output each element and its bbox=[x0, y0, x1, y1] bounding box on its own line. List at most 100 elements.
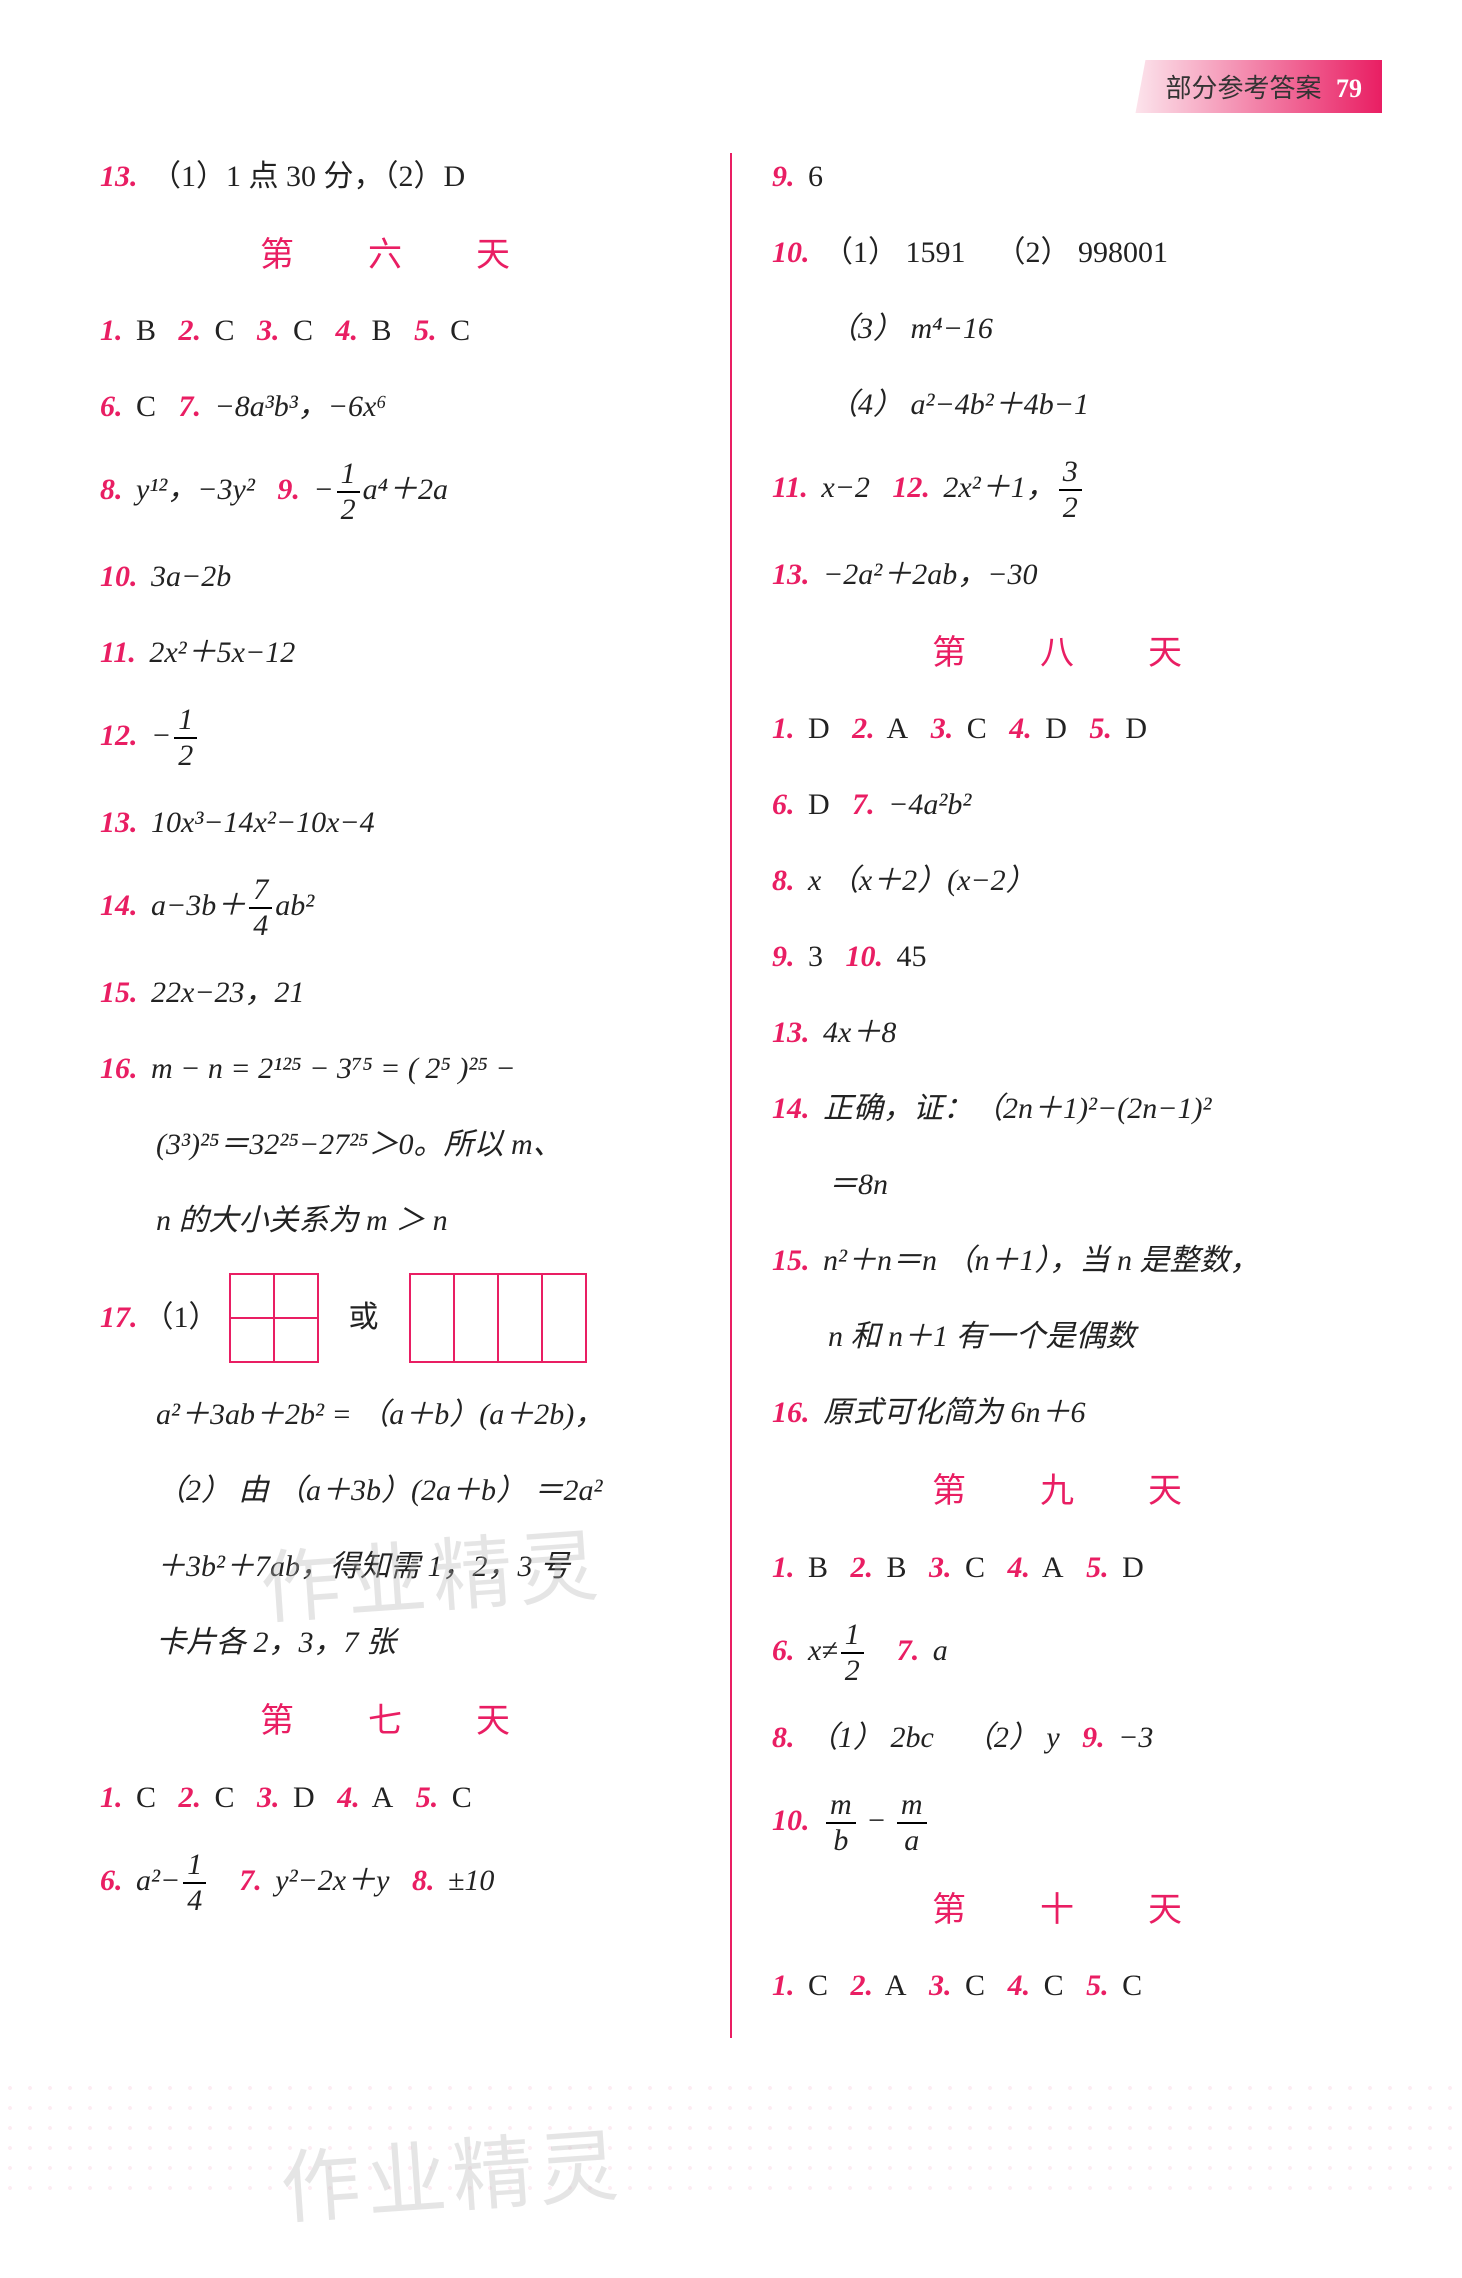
fn: 1 bbox=[174, 705, 197, 739]
day8-title: 第 八 天 bbox=[772, 627, 1362, 681]
d6-17-l1: a²＋3ab＋2b² = （a＋b）(a＋2b)， bbox=[156, 1391, 690, 1439]
frac-d9-10b: ma bbox=[897, 1790, 927, 1856]
frac-d6-14: 74 bbox=[249, 875, 272, 941]
d9-row1: 1. B 2. B 3. C 4. A 5. D bbox=[772, 1544, 1362, 1592]
d8-16: 16. 原式可化简为 6n＋6 bbox=[772, 1389, 1362, 1437]
d10-n5: 5. bbox=[1086, 1969, 1109, 2002]
d6-n17: 17. bbox=[100, 1294, 138, 1342]
fd: 4 bbox=[183, 1884, 206, 1916]
d10-n2: 2. bbox=[851, 1969, 874, 2002]
d9-a5: D bbox=[1122, 1551, 1144, 1584]
d7-678: 6. a²−14 7. y²−2x＋y 8. ±10 bbox=[100, 1850, 690, 1916]
d6-n4: 4. bbox=[336, 314, 359, 347]
d10-n3: 3. bbox=[929, 1969, 952, 2002]
d9-8b: （2） y bbox=[964, 1721, 1060, 1754]
day6-title: 第 六 天 bbox=[100, 229, 690, 283]
d6-17-l2: （2） 由 （a＋3b）(2a＋b） ＝2a² bbox=[156, 1467, 690, 1515]
d6-n11: 11. bbox=[100, 636, 136, 669]
d6-17-or: 或 bbox=[349, 1294, 379, 1342]
d6-row1: 1. B 2. C 3. C 4. B 5. C bbox=[100, 307, 690, 355]
d10-a2: A bbox=[885, 1969, 907, 2002]
d8-a5: D bbox=[1125, 712, 1147, 745]
d8-14-l1: 正确，证：（2n＋1)²−(2n−1)² bbox=[823, 1092, 1211, 1125]
d6-a4: B bbox=[372, 314, 392, 347]
d9-n2: 2. bbox=[851, 1551, 874, 1584]
frac-d7-6: 14 bbox=[183, 1850, 206, 1916]
d6-n16: 16. bbox=[100, 1052, 138, 1085]
d8-n10: 10. bbox=[846, 940, 884, 973]
d8-n6: 6. bbox=[772, 788, 795, 821]
frac-d6-9: 12 bbox=[337, 459, 360, 525]
fd: 2 bbox=[841, 1654, 864, 1686]
d7c-a12: 2x²＋1，32 bbox=[943, 471, 1084, 504]
d8-6-7: 6. D 7. −4a²b² bbox=[772, 781, 1362, 829]
d7c-10c: （3） m⁴−16 bbox=[828, 305, 1362, 353]
d9-n6: 6. bbox=[772, 1634, 795, 1667]
d6-14-pre: a−3b＋ bbox=[151, 889, 246, 922]
d6-12: 12. −12 bbox=[100, 705, 690, 771]
d6-n3: 3. bbox=[257, 314, 280, 347]
d9-n8: 8. bbox=[772, 1721, 795, 1754]
d8-8: 8. x （x＋2）(x−2） bbox=[772, 857, 1362, 905]
d6-a7: −8a³b³，−6x⁶ bbox=[215, 390, 387, 423]
d8-n5: 5. bbox=[1089, 712, 1112, 745]
d7c-n10: 10. bbox=[772, 236, 810, 269]
d8-a4: D bbox=[1045, 712, 1067, 745]
d6-n10: 10. bbox=[100, 560, 138, 593]
d8-n7: 7. bbox=[852, 788, 875, 821]
d9-n10: 10. bbox=[772, 1804, 810, 1837]
header-tab: 部分参考答案 79 bbox=[1135, 60, 1382, 113]
d9-8-9: 8. （1） 2bc （2） y 9. −3 bbox=[772, 1714, 1362, 1762]
d9-10: 10. mb − ma bbox=[772, 1790, 1362, 1856]
d7c-13: 13. −2a²＋2ab，−30 bbox=[772, 551, 1362, 599]
d6-n13b: 13. bbox=[100, 806, 138, 839]
d6-17: 17. （1） 或 bbox=[100, 1273, 690, 1363]
d9-n1: 1. bbox=[772, 1551, 795, 1584]
d6-10: 10. 3a−2b bbox=[100, 553, 690, 601]
d6-17-l4: 卡片各 2，3，7 张 bbox=[156, 1619, 690, 1667]
d8-a8: x （x＋2）(x−2） bbox=[808, 864, 1036, 897]
frac-d7c-12: 32 bbox=[1059, 457, 1082, 523]
d8-n8: 8. bbox=[772, 864, 795, 897]
d9-n5: 5. bbox=[1086, 1551, 1109, 1584]
d8-a3: C bbox=[967, 712, 987, 745]
d9-a2: B bbox=[887, 1551, 907, 1584]
fn: m bbox=[826, 1790, 856, 1824]
d8-15-l2: n 和 n＋1 有一个是偶数 bbox=[828, 1313, 1362, 1361]
header-label: 部分参考答案 bbox=[1165, 74, 1321, 103]
d7-n7: 7. bbox=[239, 1864, 262, 1897]
d7c-n12: 12. bbox=[892, 471, 930, 504]
d6-a11: 2x²＋5x−12 bbox=[149, 636, 295, 669]
d8-n14: 14. bbox=[772, 1092, 810, 1125]
fd: 2 bbox=[337, 493, 360, 525]
d7c-10b: （2） 998001 bbox=[996, 236, 1169, 269]
d6-a2: C bbox=[215, 314, 235, 347]
d6-a10: 3a−2b bbox=[151, 560, 231, 593]
fd: 2 bbox=[174, 739, 197, 771]
fn: m bbox=[897, 1790, 927, 1824]
d9-n3: 3. bbox=[929, 1551, 952, 1584]
footer-dots bbox=[0, 2078, 1462, 2198]
d9-8a: （1） 2bc bbox=[808, 1721, 934, 1754]
d10-a1: C bbox=[808, 1969, 828, 2002]
fn: 7 bbox=[249, 875, 272, 909]
d6-a3: C bbox=[293, 314, 313, 347]
d6-n9: 9. bbox=[277, 473, 300, 506]
d7c-a9: 6 bbox=[808, 160, 823, 193]
left-column: 13. （1）1 点 30 分，（2）D 第 六 天 1. B 2. C 3. … bbox=[100, 153, 730, 2038]
card-shape-1 bbox=[229, 1273, 319, 1363]
day10-title: 第 十 天 bbox=[772, 1884, 1362, 1938]
d6-a13: 10x³−14x²−10x−4 bbox=[151, 806, 375, 839]
fn: 1 bbox=[841, 1620, 864, 1654]
d7-a6: a²−14 bbox=[136, 1864, 217, 1897]
d9-n7: 7. bbox=[897, 1634, 920, 1667]
d6-n15: 15. bbox=[100, 976, 138, 1009]
d6-16-l3: n 的大小关系为 m ＞ n bbox=[156, 1197, 690, 1245]
d10-a3: C bbox=[965, 1969, 985, 2002]
d9-a7: a bbox=[933, 1634, 948, 1667]
d6-14-post: ab² bbox=[275, 889, 314, 922]
d7-a7: y²−2x＋y bbox=[275, 1864, 389, 1897]
d6-n14: 14. bbox=[100, 889, 138, 922]
d9-6-7: 6. x≠12 7. a bbox=[772, 1620, 1362, 1686]
frac-d9-10a: mb bbox=[826, 1790, 856, 1856]
